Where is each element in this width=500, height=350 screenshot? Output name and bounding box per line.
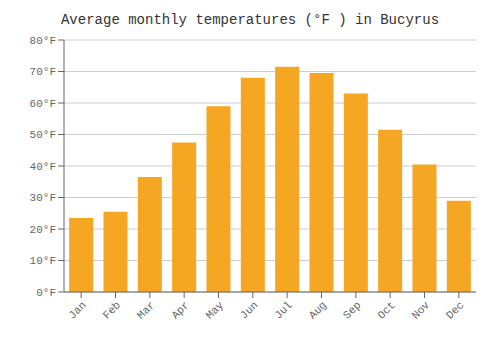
svg-text:May: May — [204, 299, 227, 322]
svg-text:50°F: 50°F — [30, 129, 56, 141]
svg-text:Mar: Mar — [135, 299, 157, 321]
html-text:Average monthly temperatures (: Average monthly temperatures (°F ) in Bu… — [61, 12, 439, 28]
svg-text:80°F: 80°F — [30, 35, 56, 47]
svg-text:Dec: Dec — [444, 299, 466, 321]
svg-text:60°F: 60°F — [30, 98, 56, 110]
svg-text:20°F: 20°F — [30, 224, 56, 236]
svg-text:10°F: 10°F — [30, 255, 56, 267]
svg-text:70°F: 70°F — [30, 66, 56, 78]
svg-text:40°F: 40°F — [30, 161, 56, 173]
svg-text:Nov: Nov — [410, 299, 433, 322]
svg-text:Jan: Jan — [66, 299, 88, 321]
svg-text:Sep: Sep — [341, 299, 363, 321]
svg-text:Jun: Jun — [238, 299, 260, 321]
svg-text:Aug: Aug — [307, 299, 329, 321]
svg-text:Apr: Apr — [169, 299, 191, 321]
svg-text:Jul: Jul — [272, 299, 294, 321]
svg-text:Oct: Oct — [375, 299, 397, 321]
svg-text:30°F: 30°F — [30, 192, 56, 204]
svg-text:0°F: 0°F — [36, 287, 56, 299]
svg-text:Feb: Feb — [101, 299, 123, 321]
